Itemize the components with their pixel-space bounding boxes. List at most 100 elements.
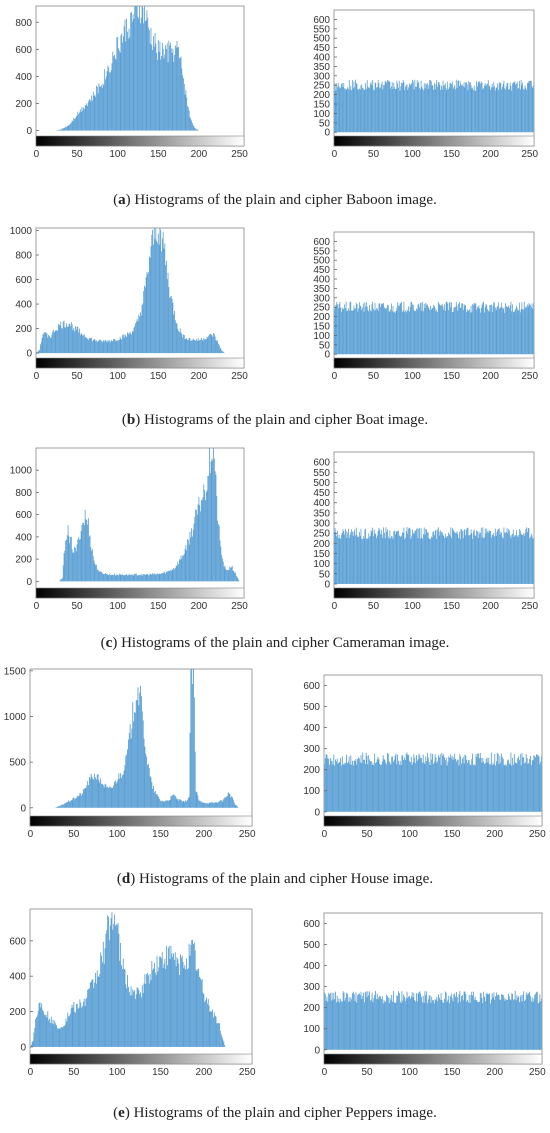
histogram-bar <box>456 531 458 584</box>
histogram-bar <box>43 333 45 354</box>
histogram-bar <box>196 514 198 582</box>
histogram-bar <box>177 959 179 1047</box>
histogram-bar <box>159 956 161 1047</box>
histogram-bar <box>326 754 328 812</box>
histogram-bar <box>417 538 419 584</box>
histogram-bar <box>434 999 436 1050</box>
histogram-bar <box>510 301 512 355</box>
histogram-bar <box>357 89 359 133</box>
histogram-bar <box>145 574 147 582</box>
histogram-bar <box>173 959 175 1047</box>
histogram-bar <box>426 83 428 133</box>
histogram-bar <box>65 327 67 354</box>
histogram-bar <box>141 985 143 1047</box>
histogram-bar <box>368 755 370 812</box>
histogram-bar <box>484 1001 486 1050</box>
histogram-bar <box>490 1003 491 1050</box>
histogram-bar <box>352 760 353 812</box>
histogram-bar <box>42 1009 44 1047</box>
histogram-bar <box>516 763 518 812</box>
histogram-bar <box>96 774 98 808</box>
histogram-bar <box>415 755 417 812</box>
histogram-bar <box>76 544 78 582</box>
y-tick-label: 400 <box>313 53 330 64</box>
histogram-bar <box>159 228 161 354</box>
histogram-bar <box>473 999 475 1050</box>
histogram-bar <box>451 302 452 355</box>
histogram-bar <box>109 72 111 131</box>
histogram-bar <box>410 996 412 1050</box>
histogram-bar <box>202 802 204 808</box>
histogram-bar <box>223 1041 225 1047</box>
histogram-bar <box>222 1039 224 1047</box>
histogram-bar <box>452 88 454 133</box>
histogram-bar <box>344 304 345 355</box>
histogram-bar <box>69 323 71 354</box>
histogram-bar <box>120 773 122 808</box>
histogram-bar <box>394 1002 396 1050</box>
histogram-bar <box>83 525 85 582</box>
histogram-bar <box>85 519 87 582</box>
histogram-bar <box>40 1007 42 1047</box>
histogram-bar <box>379 303 381 355</box>
histogram-bar <box>135 321 137 354</box>
histogram-bar <box>423 762 425 812</box>
histogram-bar <box>416 86 417 133</box>
histogram-bar <box>333 992 335 1050</box>
histogram-bar <box>426 529 427 584</box>
histogram-bar <box>172 795 174 808</box>
histogram-bar <box>478 305 480 355</box>
histogram-bar <box>200 337 202 354</box>
histogram-bar <box>129 331 131 354</box>
histogram-bar <box>400 764 402 812</box>
histogram-bar <box>58 806 60 808</box>
histogram-bar <box>138 314 140 354</box>
histogram-bar <box>479 752 481 812</box>
histogram-bar <box>377 79 379 133</box>
histogram-bar <box>360 991 362 1050</box>
histogram-bar <box>97 976 99 1047</box>
histogram-bar <box>502 538 504 584</box>
histogram-bar <box>455 89 456 133</box>
histogram-bar <box>103 574 105 582</box>
histogram-bar <box>364 89 366 133</box>
histogram-bar <box>466 84 468 133</box>
x-tick-label: 250 <box>231 149 248 160</box>
histogram-bar <box>418 81 420 133</box>
histogram-bar <box>154 972 156 1047</box>
histogram-bar <box>394 530 395 584</box>
histogram-bar <box>481 304 483 355</box>
histogram-bar <box>105 340 106 354</box>
histogram-bar <box>116 781 118 808</box>
histogram-bar <box>187 540 189 582</box>
histogram-bar <box>392 990 394 1050</box>
histogram-bar <box>487 994 489 1050</box>
histogram-bar <box>134 6 136 131</box>
histogram-bar <box>345 762 347 812</box>
histogram-bar <box>501 994 502 1050</box>
histogram-bar <box>386 82 388 133</box>
histogram-bar <box>109 72 110 131</box>
histogram-bar <box>508 89 509 133</box>
histogram-bar <box>170 946 172 1047</box>
histogram-bar <box>339 88 341 133</box>
histogram-bar <box>468 310 470 355</box>
histogram-bar <box>143 23 145 131</box>
histogram-bar <box>154 792 155 808</box>
histogram-bar <box>519 302 520 355</box>
histogram-bar <box>129 724 131 808</box>
histogram-bar <box>138 705 140 808</box>
histogram-bar <box>420 758 422 812</box>
histogram-bar <box>46 333 48 354</box>
y-tick-label: 600 <box>303 681 320 692</box>
histogram-bar <box>153 244 154 354</box>
histogram-bar <box>50 1016 52 1047</box>
histogram-bar <box>353 994 355 1050</box>
histogram-bar <box>405 754 407 812</box>
histogram-bar <box>215 1016 217 1047</box>
histogram-bar <box>416 308 417 355</box>
histogram-bar <box>144 574 145 582</box>
histogram-bar <box>360 755 362 812</box>
histogram-bar <box>124 574 126 582</box>
histogram-bar <box>101 87 103 131</box>
